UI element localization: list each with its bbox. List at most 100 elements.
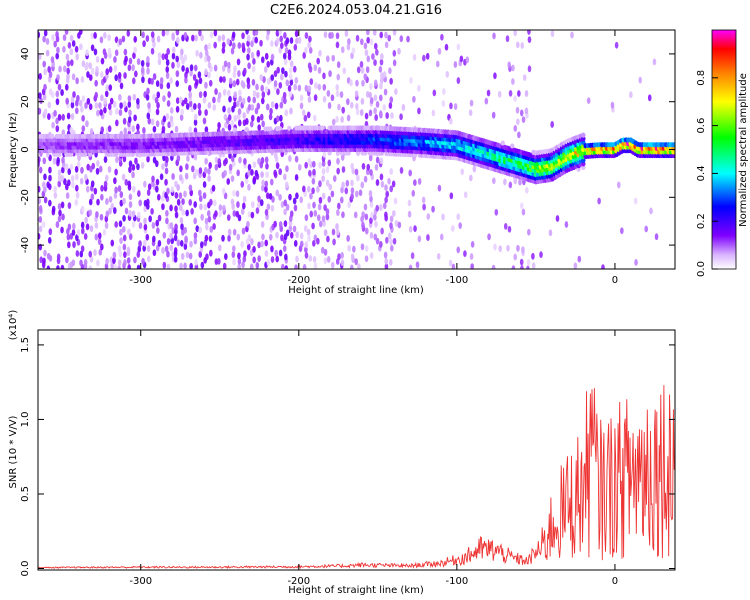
spectrogram-cell [304, 161, 308, 169]
x-tick-label: -200 [287, 576, 310, 587]
spectrogram-cell [620, 227, 624, 235]
spectrogram-cell [150, 78, 154, 85]
spectrogram-cell [437, 47, 442, 55]
spectrogram-cell [519, 202, 524, 210]
spectrogram-cell [308, 255, 313, 262]
spectrogram-cell [321, 215, 326, 223]
colorbar-ticks: 0.0 0.2 0.4 0.6 0.8 [696, 70, 718, 277]
spectrogram-cell [198, 30, 202, 37]
spectrogram-cell [284, 181, 289, 189]
spectrogram-cell [207, 175, 211, 182]
spectrogram-cell [231, 31, 236, 39]
spectrogram-cell [43, 83, 47, 91]
spectrogram-cell [363, 175, 368, 183]
spectrogram-cell [252, 175, 257, 183]
spectrogram-cell [38, 197, 41, 205]
spectrogram-cell [282, 245, 287, 253]
spectrogram-cell [332, 238, 336, 246]
spectrogram-cell [442, 88, 446, 95]
spectrogram-cell [207, 71, 211, 79]
spectrogram-cell [341, 181, 345, 189]
spectrogram-cell [369, 169, 373, 176]
spectrogram-cell [79, 259, 83, 267]
spectrogram-cell [327, 195, 332, 203]
spectrogram-cell [38, 156, 41, 164]
spectrogram-cell [150, 118, 155, 126]
spectrogram-cell [93, 249, 97, 256]
spectrogram-cell [260, 84, 264, 92]
spectrogram-cell [99, 109, 103, 116]
spectrogram-cell [183, 243, 188, 250]
spectrogram-cell [124, 207, 129, 215]
spectrogram-cell [493, 72, 497, 80]
spectrogram-cell [203, 167, 208, 174]
spectrogram-cell [58, 65, 62, 73]
spectrogram-cell [136, 163, 140, 171]
spectrogram-cell [274, 102, 279, 110]
spectrogram-cell [96, 259, 100, 267]
spectrogram-cell [65, 256, 69, 264]
y-tick-label: 1.0 [20, 411, 31, 427]
spectrogram-cell [232, 127, 237, 133]
spectrogram-cell [407, 210, 412, 218]
spectrogram-cell [515, 106, 520, 114]
spectrogram-cell [127, 228, 131, 236]
spectrogram-cell [342, 67, 347, 75]
spectrogram-cell [237, 252, 241, 260]
spectrogram-cell [227, 228, 232, 236]
spectrogram-cell [175, 97, 180, 105]
spectrogram-cell [70, 59, 74, 67]
spectrogram-cell [80, 221, 85, 229]
spectrogram-cell [328, 70, 332, 78]
spectrogram-cell [198, 77, 203, 85]
spectrogram-cell [269, 107, 273, 115]
spectrogram-cell [520, 265, 524, 269]
spectrogram-cell [363, 203, 368, 211]
spectrogram-cell [335, 228, 340, 236]
spectrogram-cell [209, 226, 214, 233]
spectrogram-cell [52, 157, 57, 165]
spectrogram-cell [161, 30, 166, 37]
spectrogram-cell [217, 122, 221, 129]
spectrogram-cell [257, 255, 261, 262]
spectrogram-cell [70, 96, 75, 103]
spectrogram-cell [117, 265, 122, 269]
spectrogram-cell [325, 166, 330, 173]
spectrogram-cell [171, 32, 175, 40]
spectrogram-cell [307, 62, 312, 70]
spectrogram-cell [165, 112, 170, 120]
spectrogram-cell [198, 226, 203, 234]
spectrogram-cell [297, 36, 302, 44]
spectrogram-cell [237, 113, 241, 121]
spectrogram-cell [67, 168, 72, 176]
spectrogram-cell [76, 160, 81, 168]
spectrogram-cell [384, 257, 389, 265]
spectrogram-cell [145, 93, 150, 101]
spectrogram-cell [246, 243, 251, 251]
spectrogram-cell [240, 180, 245, 188]
spectrogram-cell [354, 168, 359, 176]
spectrogram-cell [273, 151, 278, 159]
spectrogram-cell [257, 201, 261, 209]
spectrogram-cell [100, 94, 104, 102]
spectrogram-cell [68, 151, 74, 157]
spectrogram-cell [195, 79, 199, 86]
spectrogram-cell [417, 107, 421, 115]
spectrogram-cell [288, 73, 293, 81]
spectrogram-cell [119, 82, 124, 90]
y-tick-label: 0.5 [20, 486, 31, 502]
spectrogram-cell [143, 217, 147, 225]
spectrogram-cell [119, 191, 124, 198]
spectrogram-cell [222, 262, 227, 269]
spectrogram-cell [208, 235, 213, 243]
spectrogram-cell [247, 47, 251, 54]
spectrogram-cell [88, 209, 93, 217]
spectrogram-cell [45, 38, 50, 45]
spectrogram-cell [127, 116, 132, 123]
spectrogram-cell [157, 52, 162, 60]
spectrogram-cell [138, 222, 143, 230]
spectrogram-cell [123, 127, 128, 135]
spectrogram-cell [331, 118, 336, 126]
spectrogram-ylabel: Frequency (Hz) [8, 112, 19, 188]
